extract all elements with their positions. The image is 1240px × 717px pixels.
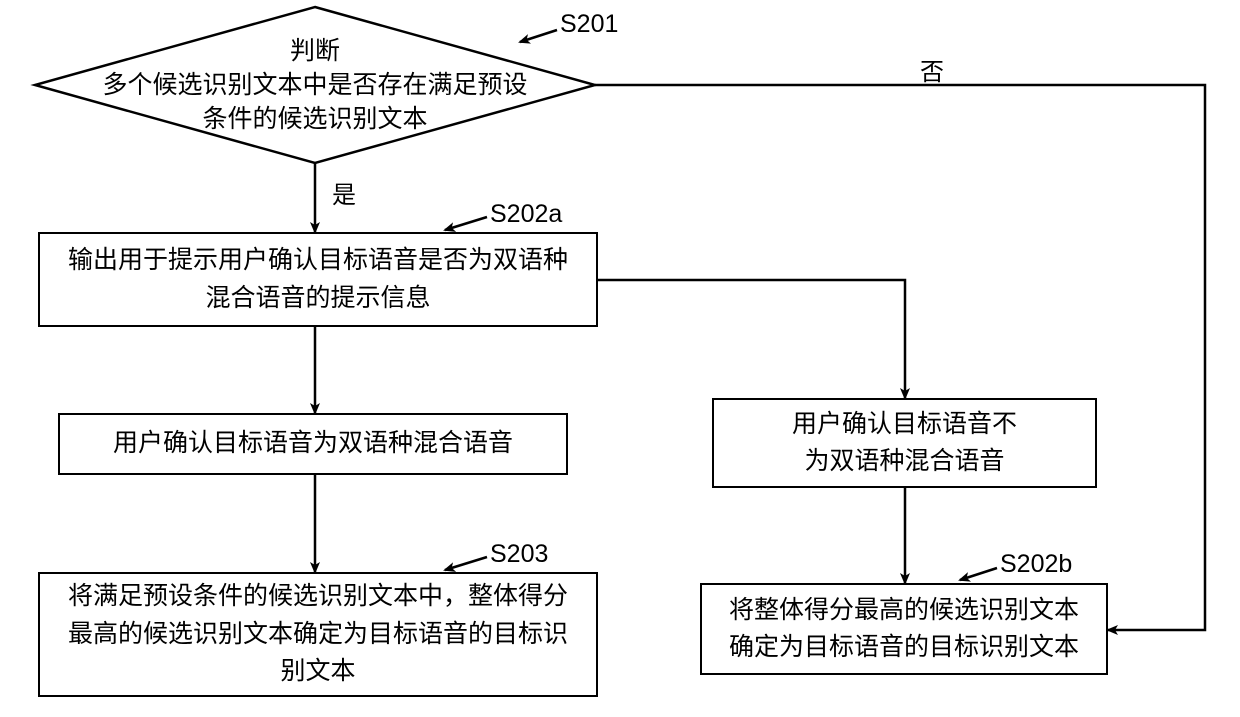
- step-confirm-yes: 用户确认目标语音为双语种混合语音: [58, 413, 568, 475]
- s203-line2: 最高的候选识别文本确定为目标语音的目标识: [68, 616, 568, 654]
- step-label-s202b: S202b: [1000, 550, 1072, 579]
- step-s202b: 将整体得分最高的候选识别文本 确定为目标语音的目标识别文本: [700, 583, 1108, 675]
- step-label-s203: S203: [490, 540, 548, 569]
- step-s203: 将满足预设条件的候选识别文本中，整体得分 最高的候选识别文本确定为目标语音的目标…: [38, 572, 598, 697]
- step-confirm-no: 用户确认目标语音不 为双语种混合语音: [712, 398, 1097, 488]
- s202a-to-no: [598, 280, 905, 398]
- s202b-line2: 确定为目标语音的目标识别文本: [729, 629, 1079, 667]
- confirm-no-line2: 为双语种混合语音: [792, 443, 1017, 481]
- confirm-no-line1: 用户确认目标语音不: [792, 406, 1017, 444]
- s202b-line1: 将整体得分最高的候选识别文本: [729, 592, 1079, 630]
- decision-line3: 条件的候选识别文本: [65, 103, 565, 137]
- s202a-line2: 混合语音的提示信息: [68, 280, 568, 318]
- edge-label-yes: 是: [332, 175, 356, 210]
- step-label-s201: S201: [560, 10, 618, 39]
- s202a-line1: 输出用于提示用户确认目标语音是否为双语种: [68, 242, 568, 280]
- s202a-leader: [445, 217, 487, 230]
- step-label-s202a: S202a: [490, 200, 562, 229]
- s203-line1: 将满足预设条件的候选识别文本中，整体得分: [68, 578, 568, 616]
- flowchart-canvas: 判断 多个候选识别文本中是否存在满足预设 条件的候选识别文本 输出用于提示用户确…: [0, 0, 1240, 717]
- decision-line1: 判断: [65, 35, 565, 69]
- dec-no-to-s202b: [595, 85, 1205, 630]
- confirm-yes-text: 用户确认目标语音为双语种混合语音: [113, 425, 513, 463]
- s203-leader: [445, 557, 487, 570]
- edge-label-no: 否: [920, 52, 944, 87]
- s203-line3: 别文本: [68, 653, 568, 691]
- decision-text: 判断 多个候选识别文本中是否存在满足预设 条件的候选识别文本: [65, 35, 565, 136]
- s202b-leader: [960, 568, 997, 580]
- decision-line2: 多个候选识别文本中是否存在满足预设: [65, 69, 565, 103]
- step-s202a: 输出用于提示用户确认目标语音是否为双语种 混合语音的提示信息: [38, 232, 598, 327]
